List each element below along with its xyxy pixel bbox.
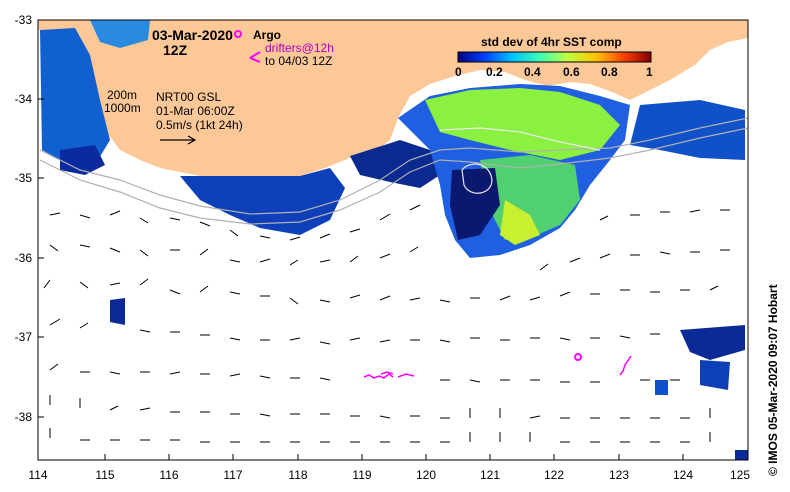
x-tick-label: 119 xyxy=(352,468,372,482)
sst-data-patches xyxy=(40,20,748,460)
x-tick-label: 124 xyxy=(672,468,694,482)
y-tick-label: -34 xyxy=(14,92,32,106)
x-tick-label: 120 xyxy=(415,468,437,482)
x-tick-label: 125 xyxy=(729,468,751,482)
colorbar-tick: 0.2 xyxy=(486,65,503,79)
plot-frame xyxy=(37,19,749,461)
x-tick-label: 114 xyxy=(28,468,48,482)
drifter-legend-marker xyxy=(249,51,261,63)
drifter-track xyxy=(397,373,415,378)
x-tick-label: 123 xyxy=(608,468,630,482)
vector-scale-arrow xyxy=(160,135,197,145)
map-date: 03-Mar-2020 xyxy=(152,27,233,43)
colorbar-tick: 0.4 xyxy=(524,65,541,79)
vector-scale-label: 0.5m/s (1kt 24h) xyxy=(156,118,243,132)
argo-legend-marker xyxy=(234,30,242,38)
x-tick-label: 116 xyxy=(159,468,179,482)
drifter-track xyxy=(380,371,394,375)
argo-legend-label: Argo xyxy=(253,28,281,42)
colorbar xyxy=(457,51,652,63)
map-time: 12Z xyxy=(163,42,188,58)
y-tick-label: -37 xyxy=(14,330,32,344)
isobath-contours xyxy=(39,117,749,225)
x-tick-label: 122 xyxy=(543,468,565,482)
y-tick-label: -35 xyxy=(14,171,32,185)
current-vectors xyxy=(43,204,730,443)
colorbar-tick: 0 xyxy=(455,65,462,79)
colorbar-tick: 0.6 xyxy=(563,65,580,79)
colorbar-title: std dev of 4hr SST comp xyxy=(481,35,622,49)
current-time-label: 01-Mar 06:00Z xyxy=(156,104,235,118)
drifter-tracks xyxy=(249,51,632,379)
y-tick-label: -38 xyxy=(14,410,32,424)
drifter-legend-period: to 04/03 12Z xyxy=(265,54,333,68)
isobath-1000-label: 1000m xyxy=(104,101,141,115)
argo-float xyxy=(574,353,582,361)
y-tick-label: -33 xyxy=(14,13,32,27)
current-source-label: NRT00 GSL xyxy=(156,90,222,104)
x-tick-label: 117 xyxy=(223,468,243,482)
isobath-200-label: 200m xyxy=(107,88,138,102)
x-tick-label: 115 xyxy=(95,468,115,482)
colorbar-tick: 0.8 xyxy=(601,65,618,79)
argo-markers xyxy=(234,30,582,361)
drifter-track xyxy=(363,373,394,379)
colorbar-tick: 1 xyxy=(646,65,653,79)
y-tick-label: -36 xyxy=(14,251,32,265)
credit-label: © IMOS 05-Mar-2020 09:07 Hobart xyxy=(766,284,780,476)
axis-ticks xyxy=(37,19,749,460)
drifter-legend-label: drifters@12h xyxy=(265,41,334,55)
x-tick-label: 121 xyxy=(479,468,501,482)
drifter-track xyxy=(619,355,632,376)
x-tick-label: 118 xyxy=(288,468,308,482)
